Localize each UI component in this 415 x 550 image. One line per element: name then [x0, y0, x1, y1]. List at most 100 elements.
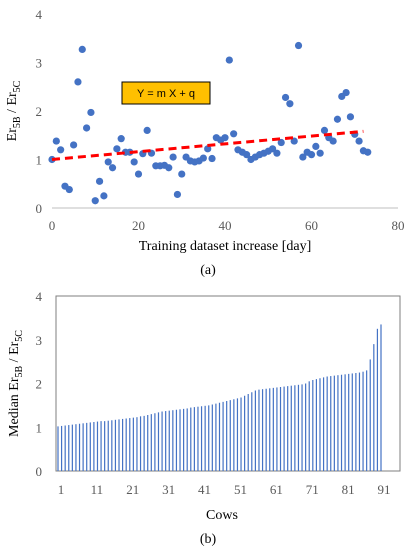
scatter-point	[281, 93, 290, 102]
bar	[340, 374, 343, 471]
bar	[136, 417, 138, 471]
scatter-y-tick-label: 2	[36, 104, 43, 119]
scatter-point	[364, 148, 372, 156]
bar	[315, 379, 317, 471]
bar	[308, 381, 310, 471]
bar	[204, 405, 206, 471]
scatter-point	[355, 137, 363, 145]
bar	[366, 370, 368, 471]
bar	[165, 411, 167, 471]
scatter-point	[169, 153, 177, 161]
scatter-point	[178, 170, 186, 178]
bar-y-label-main: Median Er	[7, 377, 22, 437]
scatter-x-label: Training dataset increase [day]	[139, 239, 311, 254]
trend-line	[51, 129, 364, 161]
bar	[297, 384, 300, 471]
bar	[279, 387, 282, 471]
bar	[218, 402, 221, 471]
bar	[261, 389, 264, 471]
scatter-point	[320, 126, 329, 134]
bar	[265, 388, 267, 471]
bar	[172, 410, 174, 471]
scatter-point	[286, 100, 294, 108]
bar	[200, 406, 203, 471]
bar	[355, 373, 357, 471]
bar	[161, 411, 163, 471]
bar	[93, 422, 95, 471]
scatter-point	[329, 137, 337, 145]
scatter-point	[230, 130, 238, 138]
bar-y-label-sub1: 5B	[14, 365, 25, 377]
scatter-y-label-sub1: 5B	[12, 116, 23, 128]
bar	[143, 415, 145, 471]
bar	[147, 415, 149, 471]
scatter-point	[117, 135, 125, 143]
scatter-point	[113, 145, 121, 153]
scatter-point	[199, 154, 207, 162]
bar-x-label: Cows	[206, 508, 238, 523]
bar-x-tick-label: 31	[162, 482, 175, 497]
scatter-point	[346, 113, 355, 121]
bar	[211, 404, 213, 471]
bar-y-tick-label: 3	[36, 333, 43, 348]
bar	[348, 373, 350, 471]
scatter-point	[143, 126, 151, 134]
bar	[229, 400, 231, 471]
bar-series	[57, 324, 382, 471]
scatter-y-tick-label: 4	[36, 7, 43, 22]
bar	[330, 376, 332, 471]
bar	[132, 417, 134, 471]
bar-y-label-sep: / Er	[7, 341, 22, 365]
equation-text: Y = m X + q	[137, 88, 195, 100]
scatter-point	[87, 108, 95, 117]
scatter-point	[173, 190, 182, 199]
bar	[78, 423, 81, 471]
bar	[301, 384, 303, 471]
scatter-point	[221, 134, 229, 142]
bar	[89, 422, 91, 471]
scatter-x-tick-label: 0	[49, 218, 56, 233]
bar-x-tick-label: 51	[234, 482, 247, 497]
bar-y-label: Median Er5B / Er5C	[7, 330, 25, 437]
bar-y-tick-label: 0	[36, 464, 43, 479]
bar	[150, 414, 152, 471]
bar	[82, 423, 84, 471]
bar	[236, 398, 239, 471]
bar	[362, 371, 364, 471]
scatter-point	[316, 149, 324, 157]
bar	[104, 421, 106, 471]
scatter-point	[65, 185, 73, 194]
bar	[193, 407, 195, 471]
scatter-point	[100, 192, 108, 200]
bar	[100, 421, 102, 471]
bar	[222, 401, 224, 471]
scatter-point	[204, 145, 212, 153]
scatter-y-label-sep: / Er	[5, 92, 20, 116]
scatter-points	[48, 41, 372, 205]
scatter-point	[104, 158, 112, 166]
scatter-x-tick-label: 60	[305, 218, 318, 233]
scatter-point	[333, 115, 342, 123]
scatter-point	[95, 177, 104, 185]
bar	[157, 412, 160, 471]
bar	[197, 406, 199, 471]
bar-x-tick-label: 91	[378, 482, 391, 497]
bar	[240, 397, 242, 471]
bar	[272, 387, 274, 471]
bar	[305, 383, 307, 471]
bar	[351, 373, 353, 471]
bar	[287, 386, 289, 471]
bar	[294, 385, 296, 471]
bar	[183, 408, 185, 471]
scatter-x-tick-label: 40	[219, 218, 232, 233]
bar	[337, 375, 339, 471]
bar	[68, 425, 70, 471]
bar-plot-frame	[55, 295, 401, 472]
bar-axes	[55, 295, 401, 472]
scatter-point	[130, 158, 138, 166]
bar	[244, 395, 246, 471]
bar	[247, 394, 249, 471]
bar	[269, 388, 271, 471]
bar	[215, 403, 217, 471]
